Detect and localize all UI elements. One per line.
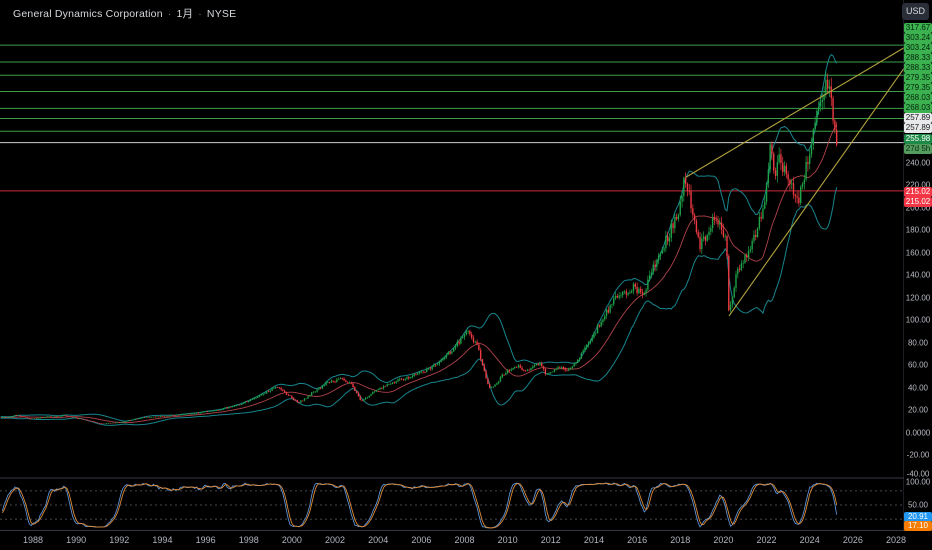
- price-tick-label: 0.0000: [905, 428, 931, 438]
- time-axis-year-label: 2024: [799, 535, 820, 545]
- time-axis[interactable]: 1988 1990 1992 1994 1996 1998 2000 2002 2004 2006…: [0, 531, 932, 550]
- time-axis-year-label: 1998: [238, 535, 259, 545]
- time-axis-year-label: 2000: [281, 535, 302, 545]
- indicator-tick-label: 100.00: [905, 477, 931, 487]
- pane-separators: [0, 0, 932, 531]
- stochastic-value-label: 20.91: [904, 512, 932, 522]
- exchange-label[interactable]: NYSE: [206, 8, 237, 20]
- time-axis-year-label: 2002: [325, 535, 346, 545]
- title-separator: ·: [198, 8, 202, 20]
- time-axis-year-label: 2026: [842, 535, 863, 545]
- price-level-label: 279.35: [904, 83, 932, 93]
- horizontal-level-lines[interactable]: [0, 44, 904, 192]
- bollinger-bands: [0, 53, 838, 426]
- time-axis-year-label: 2018: [670, 535, 691, 545]
- price-tick-label: 180.00: [905, 225, 931, 235]
- title-separator: ·: [167, 8, 172, 20]
- price-tick-label: 40.00: [907, 383, 929, 393]
- time-axis-year-label: 2012: [540, 535, 561, 545]
- price-tick-label: 100.00: [905, 315, 931, 325]
- price-level-label: 303.24: [904, 33, 932, 43]
- bar-countdown-label: 27d 5h: [904, 144, 932, 154]
- time-axis-year-label: 2014: [583, 535, 604, 545]
- price-tick-label: 80.00: [907, 338, 929, 348]
- price-level-label: 288.33: [904, 53, 932, 63]
- price-tick-label: 220.00: [905, 180, 931, 190]
- time-axis-year-label: 1992: [109, 535, 130, 545]
- price-level-label: 303.24: [904, 43, 932, 53]
- price-tick-label: 160.00: [905, 248, 931, 258]
- price-tick-label: 200.00: [905, 203, 931, 213]
- price-level-label: 268.03: [904, 103, 932, 113]
- trendlines[interactable]: [685, 47, 906, 317]
- current-price-label: 255.98: [904, 134, 932, 144]
- price-level-label: 268.03: [904, 93, 932, 103]
- price-level-label: 257.89: [904, 123, 932, 133]
- time-axis-year-label: 2020: [713, 535, 734, 545]
- price-level-label: 317.67: [904, 23, 932, 33]
- indicator-tick-label: 50.00: [907, 500, 929, 510]
- price-axis[interactable]: 240.00 220.00 200.00 180.00 160.00 140.00 120.…: [904, 0, 932, 531]
- stochastic-value-label: 17.10: [904, 521, 932, 531]
- time-axis-year-label: 1990: [66, 535, 87, 545]
- time-axis-year-label: 2016: [627, 535, 648, 545]
- price-level-label: 215.02: [904, 187, 932, 197]
- price-tick-label: -20.00: [906, 450, 930, 460]
- price-level-label: 257.89: [904, 113, 932, 123]
- interval-label[interactable]: 1月: [176, 8, 194, 20]
- time-axis-year-label: 2004: [368, 535, 389, 545]
- price-tick-label: 60.00: [907, 360, 929, 370]
- stochastic-indicator-lines[interactable]: [2, 482, 838, 529]
- price-tick-label: 140.00: [905, 270, 931, 280]
- stochastic-guide-lines: [0, 490, 904, 520]
- time-axis-year-label: 2028: [885, 535, 907, 545]
- currency-toggle-button[interactable]: USD: [902, 3, 929, 20]
- symbol-name[interactable]: General Dynamics Corporation: [13, 8, 163, 20]
- price-tick-label: 20.00: [907, 405, 929, 415]
- price-level-label: 215.02: [904, 197, 932, 207]
- price-tick-label: -40.00: [906, 469, 930, 479]
- time-axis-year-label: 2022: [756, 535, 777, 545]
- price-tick-label: 120.00: [905, 293, 931, 303]
- candlestick-series[interactable]: [1, 71, 838, 425]
- time-axis-year-label: 1988: [22, 535, 44, 545]
- time-axis-year-label: 2010: [497, 535, 518, 545]
- price-level-label: 279.35: [904, 73, 932, 83]
- time-axis-year-label: 2006: [411, 535, 432, 545]
- price-level-label: 288.33: [904, 63, 932, 73]
- price-tick-label: 240.00: [905, 158, 931, 168]
- time-axis-year-label: 2008: [454, 535, 475, 545]
- time-axis-year-label: 1994: [152, 535, 173, 545]
- symbol-title[interactable]: General Dynamics Corporation · 1月 · NYSE: [13, 6, 236, 21]
- time-axis-year-label: 1996: [195, 535, 216, 545]
